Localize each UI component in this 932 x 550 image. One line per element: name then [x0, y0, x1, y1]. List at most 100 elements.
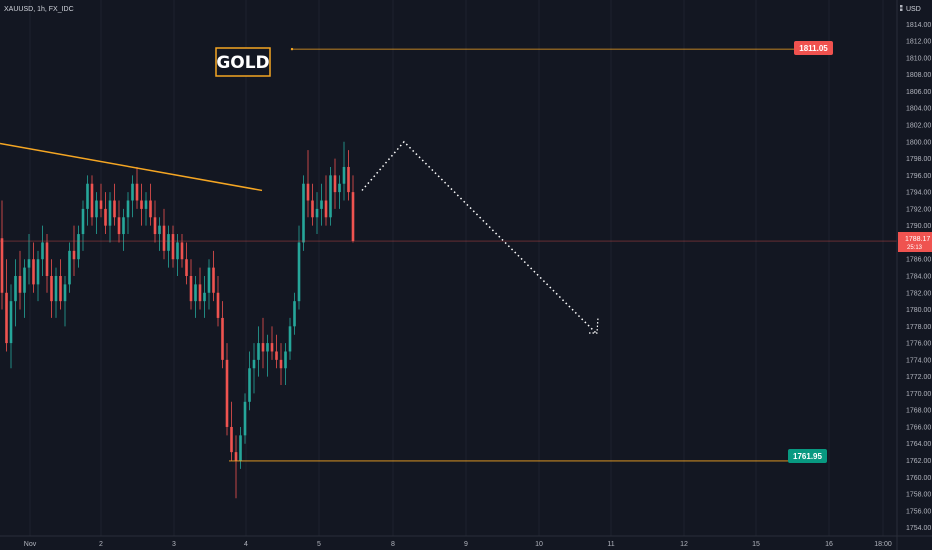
candle-body [122, 217, 125, 235]
candle-body [158, 225, 161, 235]
price-tick-label: 1758.00 [906, 492, 931, 499]
price-tick-label: 1764.00 [906, 441, 931, 448]
candle-body [288, 326, 292, 352]
drawing-overlays [0, 47, 897, 462]
candle-body [293, 301, 296, 327]
candle-body [126, 200, 130, 218]
candle-body [131, 183, 134, 201]
support-price-badge[interactable] [788, 449, 827, 463]
candle-body [18, 275, 22, 293]
candle-body [41, 242, 44, 260]
candle-body [338, 183, 341, 193]
candle-body [23, 267, 26, 293]
price-tick-label: 1812.00 [906, 39, 931, 46]
grid-icon[interactable] [900, 5, 903, 11]
price-tick-label: 1802.00 [906, 123, 931, 130]
candle-body [203, 292, 206, 302]
price-tick-label: 1782.00 [906, 290, 931, 297]
candle-body [153, 217, 157, 235]
price-tick-label: 1756.00 [906, 508, 931, 515]
price-tick-label: 1760.00 [906, 475, 931, 482]
candle-body [261, 343, 265, 352]
candle-body [333, 175, 337, 193]
price-tick-label: 1776.00 [906, 341, 931, 348]
time-axis[interactable]: Nov 2 3 4 5 8 9 10 11 12 15 16 18:00 [24, 541, 892, 548]
candle-body [279, 359, 283, 369]
time-tick-label: 10 [535, 541, 543, 548]
resistance-price-badge[interactable] [794, 41, 833, 55]
candles-group [0, 141, 355, 499]
candle-body [54, 275, 58, 302]
candle-body [14, 275, 17, 302]
candle-body [176, 242, 179, 260]
candle-body [72, 250, 76, 260]
candle-body [185, 259, 188, 276]
candle-body [347, 166, 350, 193]
resistance-anchor-dot [290, 47, 294, 51]
candle-body [239, 435, 242, 461]
currency-label[interactable]: USD [906, 6, 921, 13]
price-tick-label: 1806.00 [906, 89, 931, 96]
countdown-text: 25:13 [907, 245, 923, 251]
projection-path [361, 140, 597, 334]
candle-body [234, 452, 238, 461]
candle-body [81, 208, 85, 235]
candle-body [189, 275, 193, 302]
time-tick-label: 8 [391, 541, 395, 548]
candle-body [9, 301, 13, 344]
candle-body [68, 250, 71, 285]
candle-body [275, 351, 278, 360]
candle-body [59, 275, 62, 302]
price-tick-label: 1790.00 [906, 223, 931, 230]
candle-body [248, 368, 251, 402]
price-tick-label: 1808.00 [906, 72, 931, 79]
descending-trendline [0, 142, 263, 192]
candle-body [216, 292, 220, 318]
candle-body [207, 267, 211, 293]
candle-body [351, 192, 355, 242]
time-tick-label: 2 [99, 541, 103, 548]
gold-label: GOLD [216, 53, 269, 73]
candle-body [45, 242, 49, 276]
candle-body [144, 200, 148, 209]
price-tick-label: 1766.00 [906, 424, 931, 431]
candle-body [243, 401, 247, 436]
candle-body [302, 183, 305, 243]
projection-arrowhead [589, 317, 599, 334]
candle-body [194, 284, 197, 302]
candle-body [135, 183, 139, 201]
candle-body [297, 242, 301, 302]
price-tick-label: 1794.00 [906, 190, 931, 197]
candle-body [257, 343, 260, 360]
price-tick-label: 1786.00 [906, 257, 931, 264]
price-tick-label: 1774.00 [906, 357, 931, 364]
candle-body [266, 343, 269, 352]
time-tick-label: 18:00 [874, 541, 892, 548]
candle-body [50, 275, 53, 302]
price-tick-label: 1780.00 [906, 307, 931, 314]
time-tick-label: 16 [825, 541, 833, 548]
time-tick-label: 9 [464, 541, 468, 548]
price-tick-label: 1768.00 [906, 408, 931, 415]
candle-body [311, 200, 314, 218]
current-price-badge [898, 232, 932, 252]
price-tick-label: 1810.00 [906, 55, 931, 62]
time-tick-label: 4 [244, 541, 248, 548]
candle-body [149, 200, 152, 218]
symbol-title[interactable]: XAUUSD, 1h, FX_IDC [4, 6, 74, 13]
candle-body [320, 200, 323, 209]
candle-body [198, 284, 202, 302]
time-tick-label: 3 [172, 541, 176, 548]
candle-body [306, 183, 310, 201]
candle-body [32, 259, 35, 285]
candle-body [225, 359, 229, 427]
candle-body [99, 200, 103, 209]
time-tick-label: Nov [24, 541, 37, 548]
candle-body [329, 175, 332, 218]
gold-label-box[interactable] [215, 47, 271, 77]
price-tick-label: 1792.00 [906, 206, 931, 213]
time-tick-label: 11 [607, 541, 614, 548]
candle-body [212, 267, 215, 293]
candle-body [117, 217, 121, 235]
